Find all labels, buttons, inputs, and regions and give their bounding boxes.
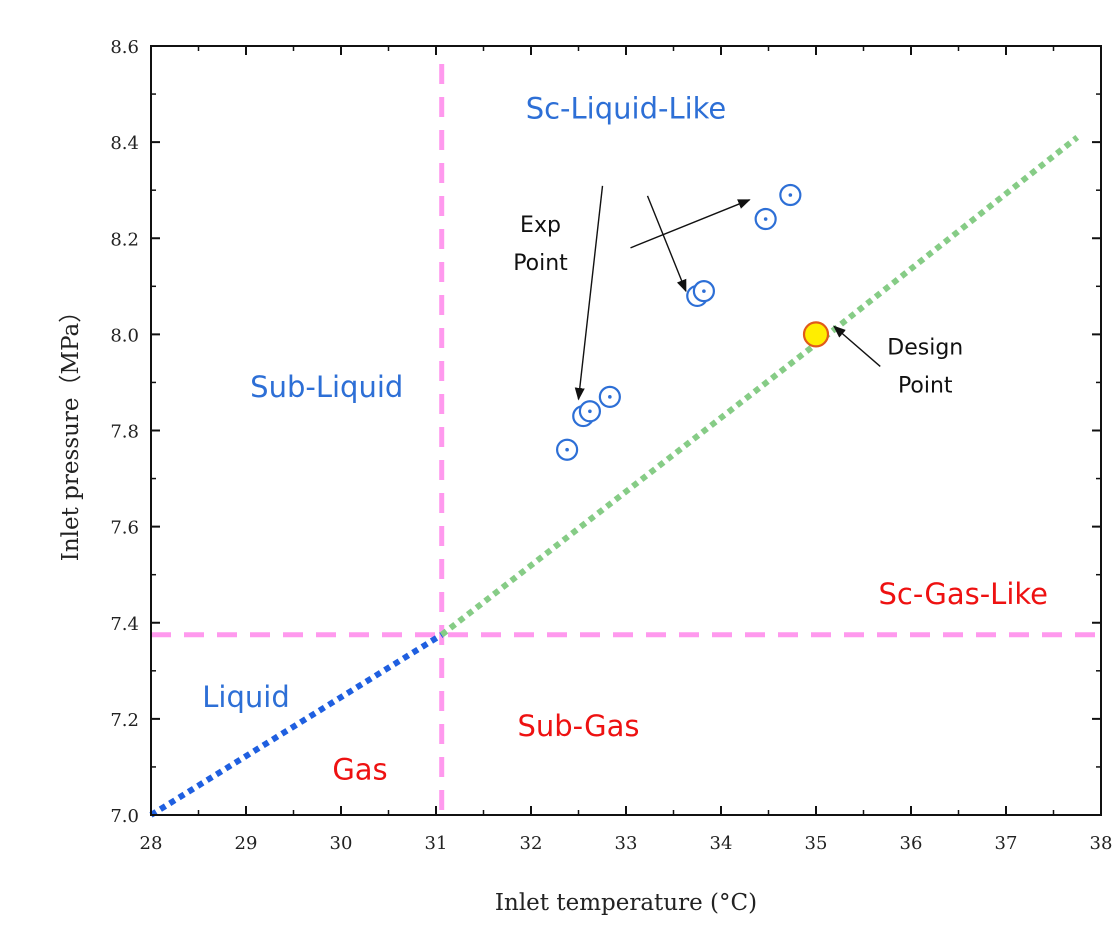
annotation-text: Point [898, 373, 953, 398]
exp-point-marker [756, 209, 776, 229]
region-label-liquid: Liquid [202, 680, 289, 714]
y-tick-label-8.0: 8.0 [110, 325, 139, 346]
y-tick-label-7.0: 7.0 [110, 806, 139, 827]
arrow-to-lower-exp-points [579, 186, 603, 399]
region-label-sc-gas-like: Sc-Gas-Like [878, 577, 1048, 611]
arrow-to-middle-exp-points [648, 196, 686, 291]
annotation-arrows-group [579, 186, 881, 399]
exp-point-marker [580, 401, 600, 421]
y-tick-label-7.8: 7.8 [110, 422, 139, 443]
x-tick-label-33: 33 [615, 833, 638, 854]
x-tick-label-38: 38 [1090, 833, 1113, 854]
exp-point-marker [694, 281, 714, 301]
x-tick-label-37: 37 [995, 833, 1018, 854]
exp-point-marker [557, 440, 577, 460]
arrow-to-design-point [834, 326, 880, 366]
y-tick-label-7.2: 7.2 [110, 710, 139, 731]
reference-lines-group [151, 64, 1101, 815]
annotation-text: Exp [520, 213, 561, 238]
x-tick-label-36: 36 [900, 833, 923, 854]
plot-frame [151, 46, 1101, 815]
arrow-to-upper-exp-points [631, 200, 750, 248]
y-tick-label-8.6: 8.6 [110, 37, 139, 58]
region-label-sc-liquid-like: Sc-Liquid-Like [526, 91, 727, 125]
saturation-curve-line [151, 635, 442, 815]
y-axis-title: Inlet pressure（MPa） [58, 300, 84, 561]
y-tick-label-8.2: 8.2 [110, 229, 139, 250]
x-tick-label-35: 35 [805, 833, 828, 854]
exp-point-marker [600, 387, 620, 407]
annotation-text: Point [513, 251, 568, 276]
y-tick-label-7.6: 7.6 [110, 518, 139, 539]
exp-point-dot [764, 217, 768, 221]
axes-group: 28 29 30 31 32 33 34 35 36 37 38 7.0 7.2 7.4 7.6 7.8 8.0… [58, 37, 1112, 916]
y-tick-label-8.4: 8.4 [110, 133, 139, 154]
y-tick-label-7.4: 7.4 [110, 614, 139, 635]
exp-point-marker [780, 185, 800, 205]
x-tick-label-29: 29 [235, 833, 258, 854]
design-point-marker [804, 322, 828, 346]
x-axis-title: Inlet temperature (°C) [495, 890, 757, 916]
x-tick-label-28: 28 [140, 833, 163, 854]
exp-point-dot [565, 448, 569, 452]
x-tick-label-32: 32 [520, 833, 543, 854]
x-tick-label-31: 31 [425, 833, 448, 854]
annotation-text: Design [887, 335, 963, 360]
exp-point-dot [588, 409, 592, 413]
region-label-sub-gas: Sub-Gas [517, 709, 639, 743]
region-label-gas: Gas [332, 752, 387, 786]
x-tick-label-34: 34 [710, 833, 733, 854]
x-tick-label-30: 30 [330, 833, 353, 854]
exp-point-dot [789, 193, 793, 197]
exp-point-dot [608, 395, 612, 399]
labels-group: Sc-Liquid-Like Sub-Liquid Sc-Gas-Like Liqui… [202, 91, 1048, 786]
region-label-sub-liquid: Sub-Liquid [250, 370, 403, 404]
exp-point-dot [702, 289, 706, 293]
